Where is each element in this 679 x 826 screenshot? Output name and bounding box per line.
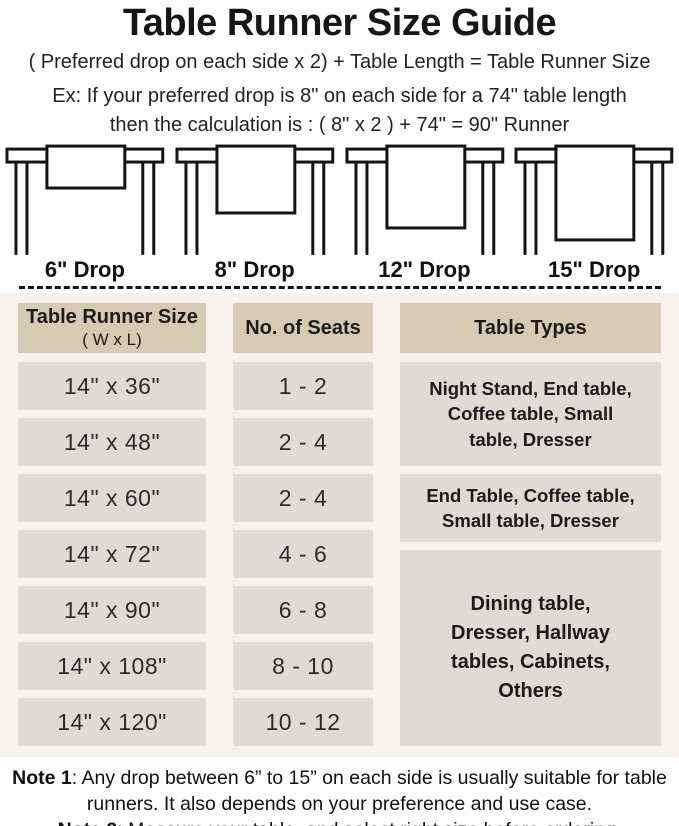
notes-section: Note 1: Any drop between 6” to 15” on ea… [0,757,679,826]
size-cell: 14" x 60" [18,474,206,523]
table-runner-drawing-icon [175,144,335,255]
drop-illustration-15 [509,143,679,255]
drop-illustration-12 [340,143,510,255]
note-2-label: Note 2 [58,819,118,826]
drop-label-15: 15" Drop [547,257,641,283]
note-1: Note 1: Any drop between 6” to 15” on ea… [6,766,673,818]
dashed-divider [18,286,661,290]
column-header-seats: No. of Seats [233,303,373,354]
drop-illustration-6 [0,143,170,255]
table-runner-drawing-icon [514,144,674,255]
example-line-1: Ex: If your preferred drop is 8" on each… [52,85,627,108]
drop-illustration-8 [170,143,340,255]
table-types-cell-large: Dining table, Dresser, Hallway tables, C… [400,550,661,747]
seats-cell: 1 - 2 [233,362,373,411]
note-1-label: Note 1 [12,767,72,790]
size-table: Table Runner Size ( W x L) 14" x 36" 14"… [0,293,679,758]
column-table-types: Table Types Night Stand, End table, Coff… [400,303,661,747]
seats-cell: 8 - 10 [233,642,373,691]
table-runner-drawing-icon [5,144,165,255]
page-title: Table Runner Size Guide [122,2,557,44]
column-runner-size: Table Runner Size ( W x L) 14" x 36" 14"… [18,303,206,747]
size-cell: 14" x 90" [18,586,206,635]
drop-label-12: 12" Drop [378,257,471,283]
column-seats: No. of Seats 1 - 2 2 - 4 2 - 4 4 - 6 6 -… [233,303,373,747]
drop-labels-row: 6" Drop 8" Drop 12" Drop 15" Drop [0,257,679,283]
seats-cell: 2 - 4 [233,418,373,467]
size-cell: 14" x 48" [18,418,206,467]
drop-label-8: 8" Drop [214,257,295,283]
column-header-size-title: Table Runner Size [26,306,198,329]
formula-text: ( Preferred drop on each side x 2) + Tab… [28,51,651,74]
size-cell: 14" x 36" [18,362,206,411]
drop-label-6: 6" Drop [44,257,125,283]
table-runner-drawing-icon [344,144,504,255]
example-line-2: then the calculation is : ( 8" x 2 ) + 7… [109,114,570,137]
column-header-types: Table Types [400,303,661,354]
size-cell: 14" x 72" [18,530,206,579]
table-types-cell-small: Night Stand, End table, Coffee table, Sm… [400,362,661,467]
seats-cell: 4 - 6 [233,530,373,579]
note-2-text: : Measure your table, and select right s… [117,819,621,826]
table-types-cell-medium: End Table, Coffee table, Small table, Dr… [400,474,661,543]
note-1-text: : Any drop between 6” to 15” on each sid… [71,767,667,815]
seats-cell: 10 - 12 [233,698,373,747]
column-header-size-sub: ( W x L) [82,330,142,350]
size-cell: 14" x 120" [18,698,206,747]
note-2: Note 2: Measure your table, and select r… [6,818,673,826]
size-cell: 14" x 108" [18,642,206,691]
seats-cell: 6 - 8 [233,586,373,635]
seats-cell: 2 - 4 [233,474,373,523]
column-header-size: Table Runner Size ( W x L) [18,303,206,354]
drop-illustrations [0,143,679,255]
